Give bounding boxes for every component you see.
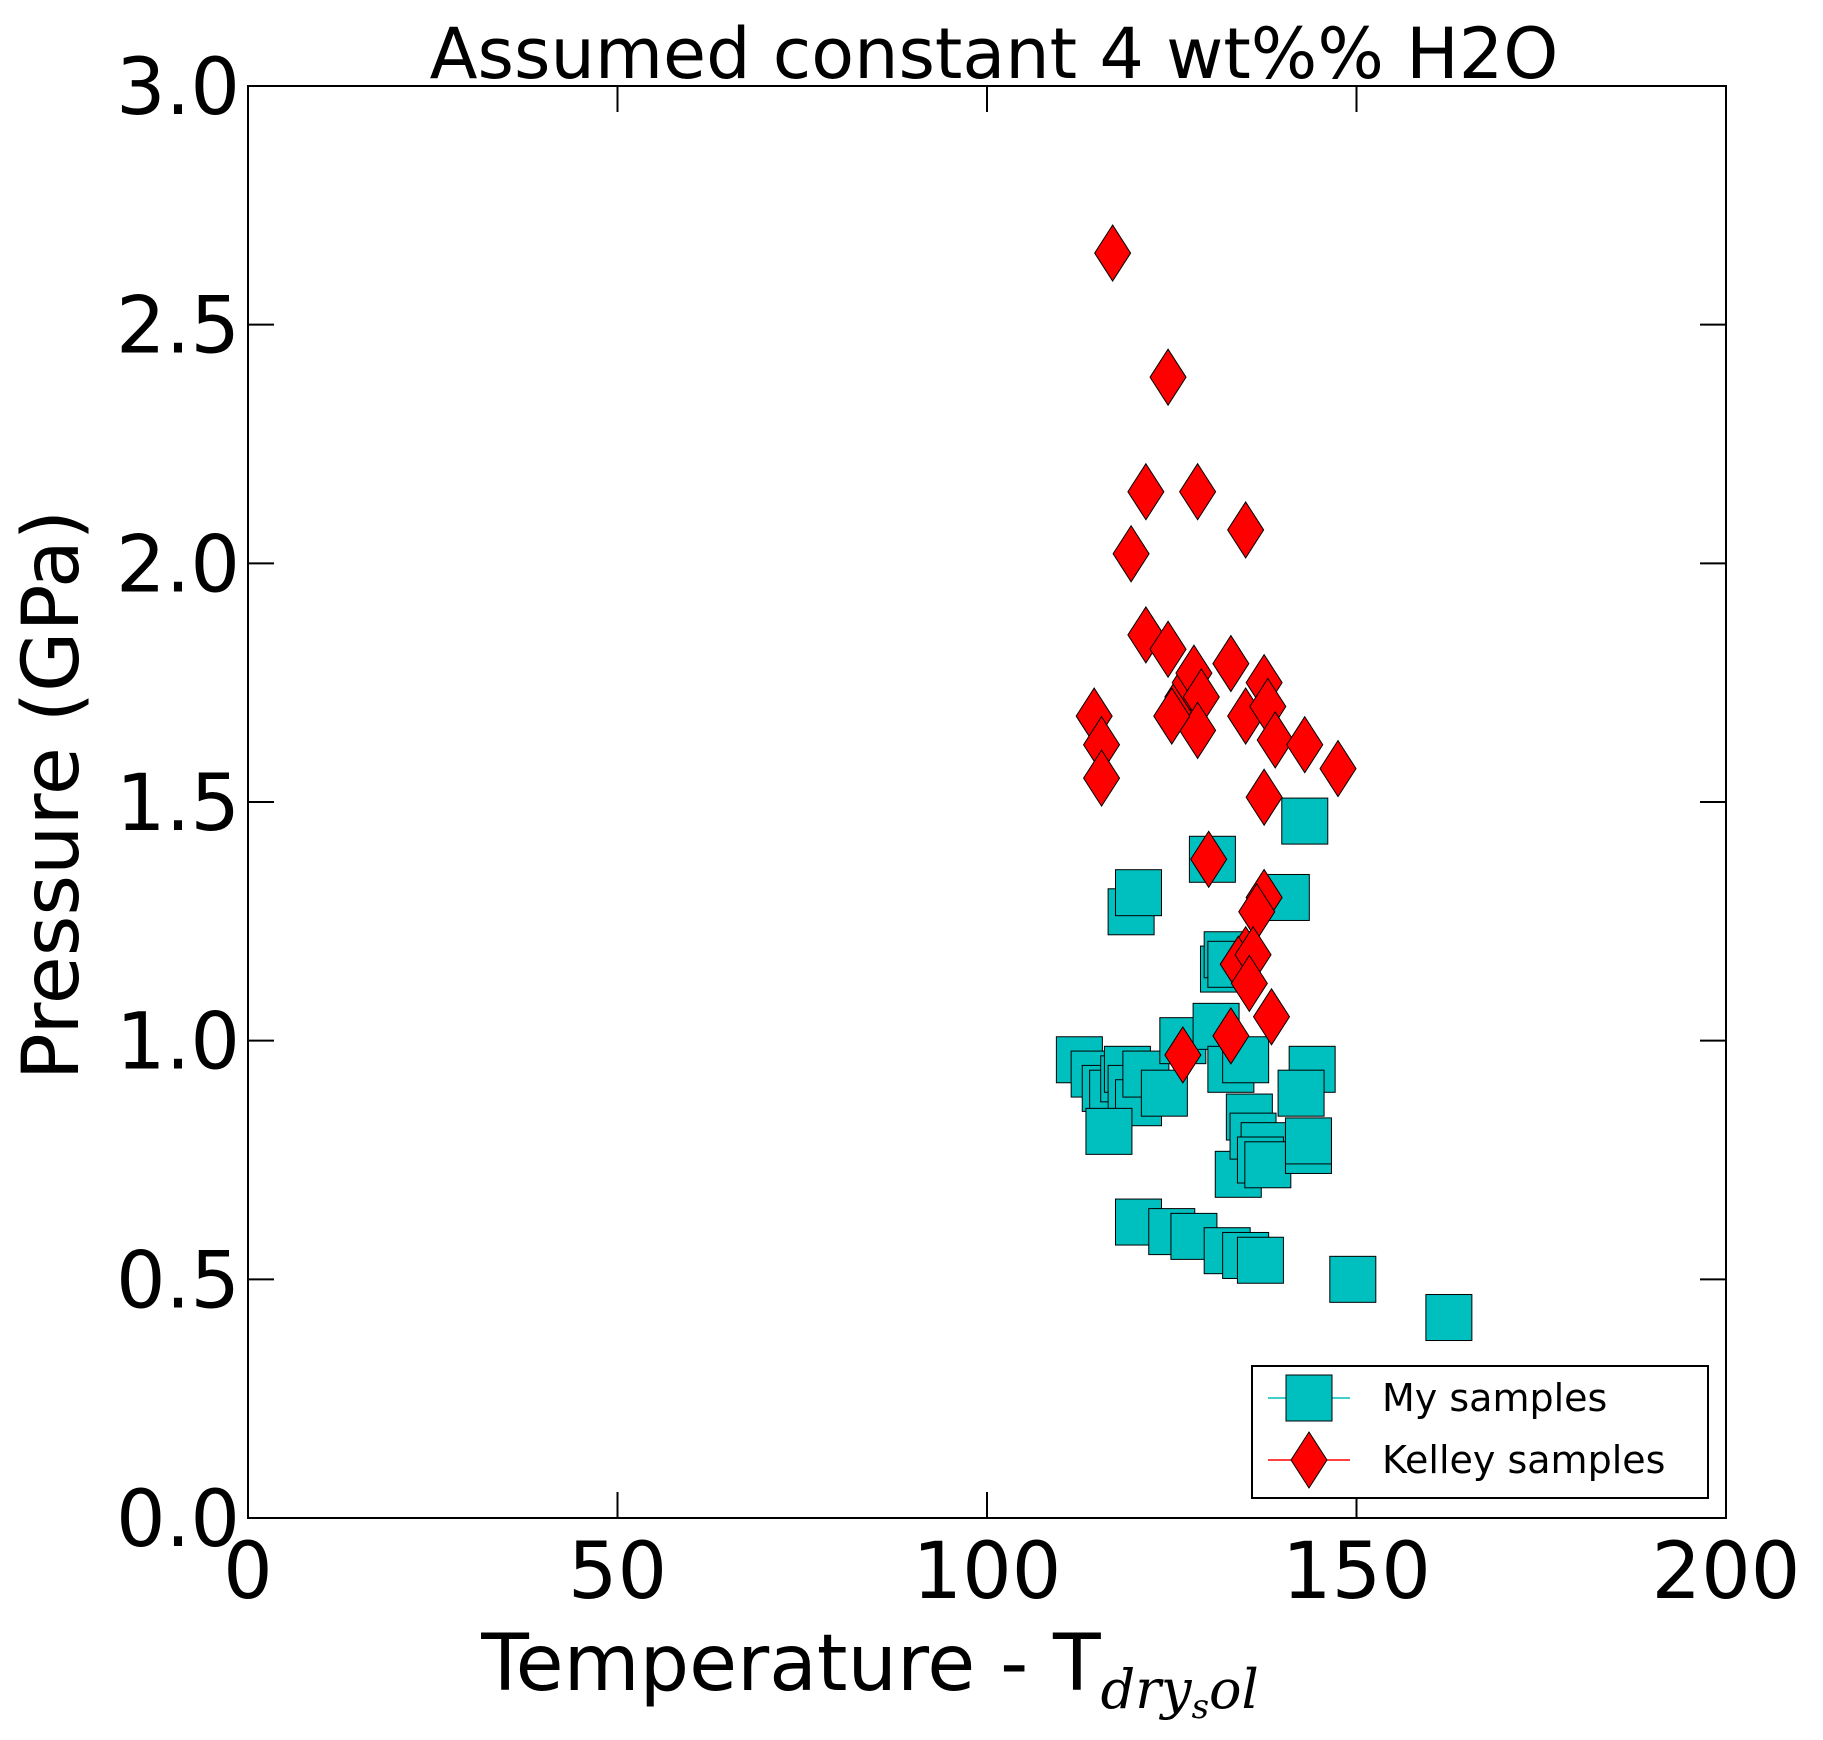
- legend-label: Kelley samples: [1382, 1438, 1665, 1482]
- data-point-diamond: [1227, 500, 1265, 559]
- data-point-diamond: [1190, 830, 1228, 889]
- data-point-diamond: [1082, 749, 1121, 808]
- y-tick-label: 3.0: [116, 43, 240, 133]
- legend-entry: My samples: [1268, 1374, 1607, 1422]
- plot-frame: [247, 85, 1727, 1519]
- data-point-diamond: [1256, 711, 1294, 769]
- data-point-square: [1236, 1236, 1284, 1284]
- x-axis-label-main: Temperature - T: [480, 1619, 1101, 1709]
- data-point-square: [1085, 1107, 1133, 1155]
- data-point-diamond: [1252, 987, 1291, 1046]
- y-tick-label: 0.0: [116, 1475, 240, 1565]
- x-axis-label-subscript-tail: ol: [1209, 1658, 1259, 1721]
- data-point-diamond: [1153, 687, 1191, 746]
- x-tick-label: 50: [568, 1527, 667, 1617]
- chart-title: Assumed constant 4 wt%% H2O: [430, 13, 1559, 95]
- data-point-square: [1277, 1069, 1325, 1117]
- data-point-square: [1284, 1117, 1332, 1165]
- x-tick-label: 150: [1282, 1527, 1431, 1617]
- x-axis-label-subscript-sub: s: [1192, 1687, 1209, 1727]
- data-point-square: [1281, 797, 1329, 845]
- y-tick-label: 0.5: [116, 1236, 240, 1326]
- legend-marker-square: [1285, 1374, 1333, 1422]
- data-point-diamond: [1127, 462, 1165, 521]
- data-point-diamond: [1179, 462, 1217, 521]
- data-point-diamond: [1164, 1026, 1202, 1084]
- ticks-layer: 0 50 100 150 200 0.0 0.5 1.0 1.5 2.0 2.5 3.0: [116, 43, 1800, 1617]
- data-point-square: [1244, 1141, 1292, 1189]
- data-point-diamond: [1149, 620, 1187, 679]
- x-tick-label: 100: [913, 1527, 1062, 1617]
- data-point-diamond: [1230, 954, 1268, 1013]
- series-kelley-samples: [1075, 224, 1357, 1084]
- legend: My samples Kelley samples: [1251, 1365, 1709, 1499]
- data-point-square: [1329, 1255, 1377, 1303]
- data-point-diamond: [1212, 634, 1250, 693]
- x-tick-label: 200: [1652, 1527, 1801, 1617]
- data-point-diamond: [1245, 768, 1283, 827]
- y-tick-label: 2.5: [116, 282, 240, 372]
- data-point-square: [1114, 869, 1162, 917]
- legend-marker-diamond: [1290, 1431, 1328, 1489]
- x-axis-label: Temperature - Tdrysol: [480, 1619, 1259, 1727]
- y-tick-label: 1.0: [116, 998, 240, 1088]
- y-axis-label: Pressure (GPa): [7, 510, 97, 1081]
- data-point-diamond: [1319, 739, 1357, 798]
- y-tick-label: 1.5: [116, 759, 240, 849]
- legend-entry: Kelley samples: [1268, 1431, 1665, 1489]
- data-point-diamond: [1149, 348, 1187, 407]
- x-tick-label: 0: [223, 1527, 273, 1617]
- y-tick-label: 2.0: [116, 520, 240, 610]
- data-point-square: [1425, 1294, 1473, 1342]
- data-point-diamond: [1286, 715, 1324, 774]
- series-layer: [1055, 224, 1473, 1342]
- data-point-diamond: [1094, 224, 1132, 282]
- legend-label: My samples: [1382, 1376, 1607, 1420]
- data-point-diamond: [1112, 524, 1150, 583]
- y-axis-label-group: Pressure (GPa): [7, 510, 97, 1081]
- data-point-diamond: [1212, 1006, 1250, 1065]
- x-axis-label-subscript: dry: [1101, 1658, 1193, 1721]
